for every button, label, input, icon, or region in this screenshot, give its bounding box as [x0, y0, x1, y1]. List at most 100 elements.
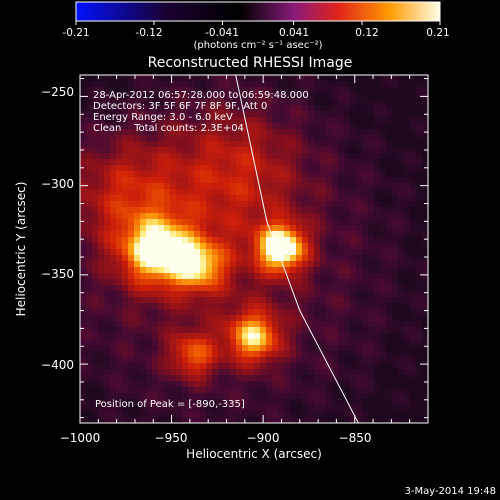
- heatmap-pixel: [116, 339, 123, 346]
- heatmap-pixel: [302, 81, 309, 88]
- heatmap-pixel: [182, 93, 189, 100]
- heatmap-pixel: [212, 177, 219, 184]
- heatmap-pixel: [248, 195, 255, 202]
- heatmap-pixel: [380, 399, 387, 406]
- heatmap-pixel: [278, 183, 285, 190]
- heatmap-pixel: [194, 399, 201, 406]
- heatmap-pixel: [320, 387, 327, 394]
- heatmap-pixel: [338, 291, 345, 298]
- heatmap-pixel: [80, 261, 87, 268]
- heatmap-pixel: [206, 135, 213, 142]
- heatmap-pixel: [104, 351, 111, 358]
- heatmap-pixel: [236, 159, 243, 166]
- heatmap-pixel: [110, 327, 117, 334]
- heatmap-pixel: [182, 219, 189, 226]
- heatmap-pixel: [176, 165, 183, 172]
- heatmap-pixel: [296, 93, 303, 100]
- heatmap-pixel: [104, 207, 111, 214]
- heatmap-pixel: [218, 387, 225, 394]
- heatmap-pixel: [206, 327, 213, 334]
- heatmap-pixel: [272, 309, 279, 316]
- heatmap-pixel: [272, 267, 279, 274]
- heatmap-pixel: [410, 261, 417, 268]
- heatmap-pixel: [272, 255, 279, 262]
- heatmap-pixel: [164, 285, 171, 292]
- heatmap-pixel: [218, 207, 225, 214]
- heatmap-pixel: [242, 405, 249, 412]
- heatmap-pixel: [212, 129, 219, 136]
- heatmap-pixel: [290, 315, 297, 322]
- heatmap-pixel: [134, 243, 141, 250]
- heatmap-pixel: [110, 291, 117, 298]
- heatmap-pixel: [86, 375, 93, 382]
- heatmap-pixel: [236, 345, 243, 352]
- heatmap-pixel: [332, 249, 339, 256]
- heatmap-pixel: [422, 135, 428, 142]
- heatmap-pixel: [248, 267, 255, 274]
- heatmap-pixel: [260, 123, 267, 130]
- heatmap-pixel: [230, 303, 237, 310]
- heatmap-pixel: [320, 351, 327, 358]
- heatmap-pixel: [308, 291, 315, 298]
- heatmap-pixel: [182, 135, 189, 142]
- heatmap-pixel: [194, 327, 201, 334]
- heatmap-pixel: [98, 297, 105, 304]
- heatmap-pixel: [344, 273, 351, 280]
- heatmap-pixel: [230, 81, 237, 88]
- heatmap-pixel: [380, 351, 387, 358]
- heatmap-pixel: [374, 99, 381, 106]
- heatmap-pixel: [380, 195, 387, 202]
- heatmap-pixel: [218, 291, 225, 298]
- heatmap-pixel: [374, 141, 381, 148]
- heatmap-pixel: [104, 213, 111, 220]
- heatmap-pixel: [374, 405, 381, 412]
- heatmap-pixel: [284, 111, 291, 118]
- heatmap-pixel: [224, 333, 231, 340]
- heatmap-pixel: [410, 195, 417, 202]
- heatmap-pixel: [170, 345, 177, 352]
- heatmap-pixel: [146, 93, 153, 100]
- heatmap-pixel: [188, 255, 195, 262]
- heatmap-pixel: [302, 369, 309, 376]
- heatmap-pixel: [200, 207, 207, 214]
- heatmap-pixel: [152, 303, 159, 310]
- heatmap-pixel: [392, 207, 399, 214]
- heatmap-pixel: [134, 171, 141, 178]
- heatmap-pixel: [362, 405, 369, 412]
- heatmap-pixel: [98, 375, 105, 382]
- heatmap-pixel: [212, 165, 219, 172]
- heatmap-pixel: [152, 207, 159, 214]
- heatmap-pixel: [176, 387, 183, 394]
- heatmap-pixel: [380, 405, 387, 412]
- heatmap-pixel: [356, 339, 363, 346]
- heatmap-pixel: [254, 183, 261, 190]
- heatmap-pixel: [176, 249, 183, 256]
- heatmap-pixel: [398, 315, 405, 322]
- heatmap-pixel: [128, 117, 135, 124]
- heatmap-pixel: [266, 267, 273, 274]
- heatmap-pixel: [254, 327, 261, 334]
- heatmap-pixel: [194, 99, 201, 106]
- heatmap-pixel: [320, 273, 327, 280]
- heatmap-pixel: [368, 357, 375, 364]
- heatmap-pixel: [260, 243, 267, 250]
- heatmap-pixel: [284, 75, 291, 82]
- heatmap-pixel: [194, 87, 201, 94]
- heatmap-pixel: [176, 333, 183, 340]
- heatmap-pixel: [236, 333, 243, 340]
- heatmap-pixel: [392, 375, 399, 382]
- heatmap-pixel: [122, 141, 129, 148]
- heatmap-pixel: [272, 345, 279, 352]
- heatmap-pixel: [284, 357, 291, 364]
- heatmap-pixel: [272, 81, 279, 88]
- heatmap-pixel: [200, 339, 207, 346]
- heatmap-pixel: [206, 321, 213, 328]
- heatmap-pixel: [332, 303, 339, 310]
- heatmap-pixel: [188, 93, 195, 100]
- heatmap-pixel: [236, 375, 243, 382]
- heatmap-pixel: [308, 399, 315, 406]
- heatmap-pixel: [356, 147, 363, 154]
- heatmap-pixel: [242, 255, 249, 262]
- heatmap-pixel: [392, 267, 399, 274]
- heatmap-pixel: [422, 99, 428, 106]
